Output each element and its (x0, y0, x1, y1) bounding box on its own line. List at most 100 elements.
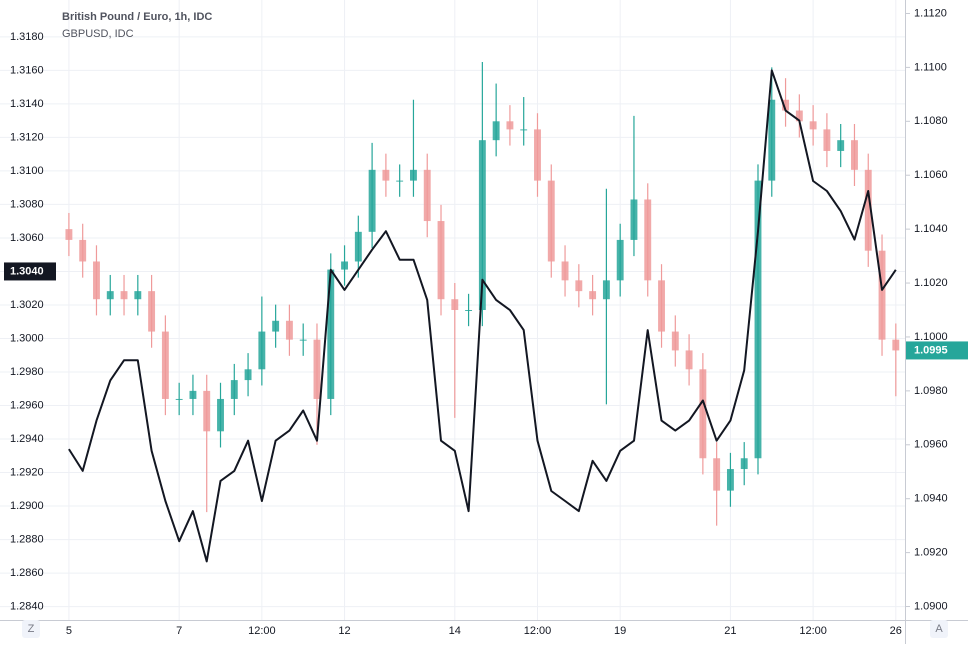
x-tick-label: 5 (66, 625, 72, 637)
candle-body (299, 339, 307, 341)
candle-body (892, 339, 900, 351)
candle-body (410, 169, 417, 181)
y-tick-label: 1.3180 (10, 31, 44, 43)
y-tick-label: 1.3140 (10, 98, 44, 110)
y-tick-label: 1.3120 (10, 131, 44, 143)
last-value-badge (4, 262, 56, 281)
x-tick-label: 21 (724, 625, 736, 637)
y2-tick-label: 1.1060 (914, 169, 948, 181)
y2-tick-label: 1.1000 (914, 331, 948, 343)
series-1-title: GBPUSD, IDC (62, 28, 134, 40)
candle-body (285, 320, 293, 340)
candle-body (534, 129, 541, 181)
candle-body (106, 291, 114, 300)
candle-body (602, 280, 610, 300)
candle-body (120, 291, 128, 300)
x-tick-label: 7 (176, 625, 182, 637)
candle-body (837, 140, 845, 151)
candle-body (354, 231, 362, 262)
candle-body (506, 121, 514, 130)
candle-body (217, 398, 224, 432)
candle-body (79, 239, 87, 262)
candle-body (382, 169, 390, 181)
candle-body (368, 169, 376, 232)
candle-body (616, 239, 624, 281)
candle-body (864, 169, 872, 251)
x-tick-label: 12:00 (799, 625, 827, 637)
last-value-label: 1.0995 (914, 344, 948, 356)
y2-tick-label: 1.0920 (914, 547, 948, 559)
y-tick-label: 1.3020 (10, 299, 44, 311)
candle-body (878, 250, 886, 340)
candle-body (699, 369, 707, 459)
y-tick-label: 1.2960 (10, 399, 44, 411)
candle-body (644, 199, 652, 281)
y2-tick-label: 1.1020 (914, 277, 948, 289)
y-tick-label: 1.2860 (10, 567, 44, 579)
series-0-title: British Pound / Euro, 1h, IDC (62, 11, 212, 23)
candle-body (244, 369, 252, 381)
candle-body (575, 280, 583, 292)
zoom-button[interactable] (22, 620, 40, 638)
candle-body (561, 261, 569, 281)
y-tick-label: 1.2920 (10, 466, 44, 478)
x-tick-label: 14 (449, 625, 461, 637)
x-tick-label: 19 (614, 625, 626, 637)
candle-body (175, 398, 183, 400)
candle-body (589, 291, 597, 300)
candle-body (823, 129, 831, 151)
candle-body (230, 380, 238, 399)
candle-body (203, 390, 211, 432)
candle-body (754, 180, 762, 459)
candle-body (782, 99, 790, 111)
y2-tick-label: 1.1100 (914, 61, 947, 73)
candle-body (658, 280, 665, 332)
last-value-badge (906, 341, 968, 360)
y2-tick-label: 1.0960 (914, 439, 948, 451)
y-tick-label: 1.2840 (10, 601, 44, 613)
x-tick-label: 12:00 (524, 625, 552, 637)
candle-body (726, 469, 734, 491)
candle-body (341, 261, 348, 270)
candle-body (148, 291, 156, 332)
candle-body (313, 339, 321, 399)
candle-body (851, 140, 858, 170)
x-tick-label: 12:00 (248, 625, 276, 637)
plot (65, 62, 900, 563)
y-tick-label: 1.3000 (10, 332, 44, 344)
candle-body (520, 129, 528, 131)
auto-button-label[interactable]: A (935, 623, 943, 635)
y2-tick-label: 1.1120 (914, 7, 947, 19)
candle-body (768, 99, 776, 181)
y-tick-label: 1.2900 (10, 500, 44, 512)
candle-body (65, 229, 73, 240)
y2-tick-label: 1.0940 (914, 493, 948, 505)
y2-tick-label: 1.0900 (914, 600, 948, 612)
candle-body (492, 121, 500, 141)
candle-body (809, 121, 817, 130)
candle-body (547, 180, 555, 262)
candle-body (437, 221, 445, 300)
y2-tick-label: 1.1080 (914, 115, 948, 127)
y-tick-label: 1.2980 (10, 366, 44, 378)
candle-body (630, 199, 638, 240)
candle-body (161, 331, 169, 399)
x-tick-label: 12 (338, 625, 350, 637)
auto-button[interactable] (930, 620, 948, 638)
candle-body (189, 390, 197, 399)
labels: British Pound / Euro, 1h, IDC GBPUSD, ID… (4, 7, 968, 638)
candle-body (465, 310, 473, 311)
y-tick-label: 1.3060 (10, 232, 44, 244)
y2-tick-label: 1.1040 (914, 223, 948, 235)
y-tick-label: 1.3100 (10, 165, 44, 177)
y-tick-label: 1.2880 (10, 533, 44, 545)
candle-body (258, 331, 266, 370)
zoom-button-label[interactable]: Z (28, 623, 35, 635)
candle-body (685, 350, 693, 370)
candle-body (327, 269, 335, 399)
candle-body (740, 458, 748, 470)
candle-body (795, 110, 803, 122)
candle-body (423, 169, 431, 222)
candle-body (451, 299, 459, 310)
